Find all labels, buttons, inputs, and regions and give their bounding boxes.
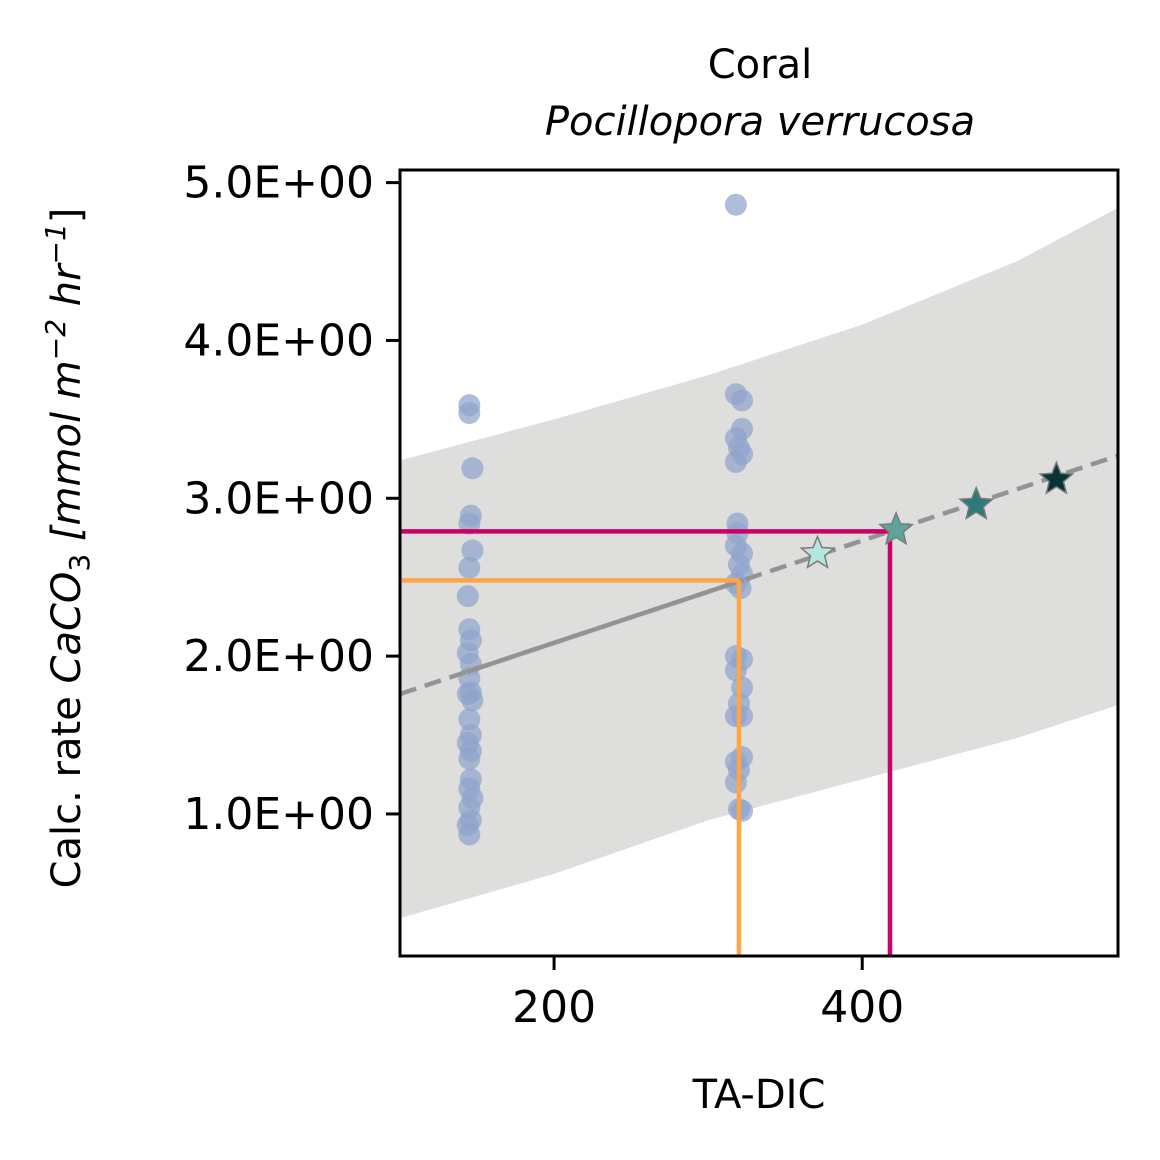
projection-star [958, 485, 995, 521]
observation-point [458, 556, 481, 579]
y-axis-label-units-sup1: −2 [39, 319, 72, 360]
chart-title: Coral [708, 42, 812, 88]
y-axis-label-units-c: ] [44, 208, 90, 224]
fit-line-solid [465, 577, 745, 675]
observation-point [458, 823, 481, 846]
x-tick-label: 200 [512, 982, 596, 1033]
y-axis-label-prefix: Calc. rate [44, 683, 90, 888]
y-axis-ticks: 1.0E+00 2.0E+00 3.0E+00 4.0E+00 5.0E+00 [183, 158, 400, 840]
x-axis-ticks: 200 400 [512, 956, 904, 1033]
y-tick-label: 4.0E+00 [183, 315, 374, 366]
observation-point [724, 659, 747, 682]
observation-point [458, 747, 481, 770]
observation-point [724, 193, 747, 216]
projection-star [799, 534, 836, 569]
y-axis-label-units-b: hr [44, 262, 90, 319]
x-tick-label: 400 [820, 982, 904, 1033]
y-tick-label: 3.0E+00 [183, 473, 374, 524]
reference-lines [400, 529, 893, 956]
plot-frame [398, 168, 1120, 958]
y-axis-label-subscript: 3 [63, 554, 96, 572]
observation-point [461, 457, 484, 480]
confidence-band [400, 207, 1118, 919]
observation-point [458, 512, 481, 535]
projection-star [878, 510, 915, 546]
projection-star [1038, 460, 1075, 495]
observation-point [731, 705, 754, 728]
observation-point [461, 539, 484, 562]
observation-point [724, 771, 747, 794]
observation-point [458, 402, 481, 425]
observation-point [458, 708, 481, 731]
y-axis-label-units-a: [mmol m [44, 360, 90, 554]
y-axis-label: Calc. rate CaCO3 [mmol m−2 hr−1] [39, 208, 96, 889]
chart-subtitle: Pocillopora verrucosa [545, 99, 975, 145]
observation-point [731, 389, 754, 412]
observation-point [461, 689, 484, 712]
fit-line-dashed [400, 453, 1118, 697]
observation-point [456, 585, 479, 608]
y-tick-label: 1.0E+00 [183, 789, 374, 840]
y-tick-label: 5.0E+00 [183, 158, 374, 209]
y-tick-label: 2.0E+00 [183, 631, 374, 682]
x-axis-label: TA-DIC [692, 1072, 826, 1118]
y-axis-label-compound: CaCO [44, 572, 90, 684]
y-axis-label-units-sup2: −1 [39, 223, 72, 264]
plot-area [400, 193, 1118, 956]
projection-stars [799, 460, 1075, 569]
observation-point [724, 450, 747, 473]
observation-points [456, 193, 754, 846]
observation-point [731, 799, 754, 822]
